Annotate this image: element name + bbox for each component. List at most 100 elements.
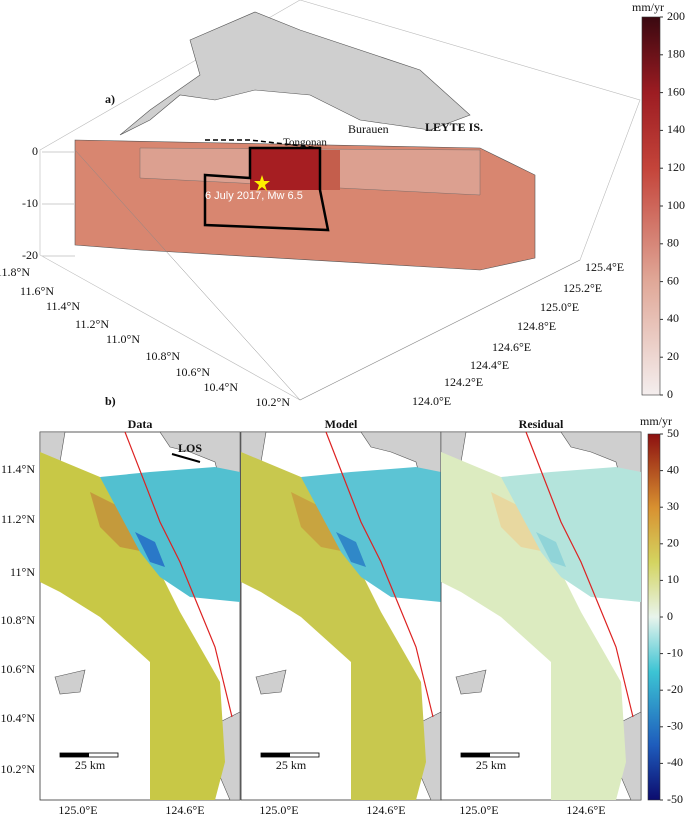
lon-tick-label: 124.6°E [165, 803, 204, 817]
lon-tick-label: 125.0°E [58, 803, 97, 817]
lat-tick-label: 11.6°N [20, 284, 54, 298]
colorbar-tick-label: 0 [667, 609, 673, 623]
insar-coverage [301, 467, 441, 602]
colorbar [641, 16, 661, 396]
lat-tick-label: 10.4°N [204, 380, 239, 394]
colorbar-tick-label: -50 [667, 792, 683, 806]
annotation: 6 July 2017, Mw 6.5 [205, 190, 303, 202]
map-title: Residual [519, 417, 564, 431]
colorbar-tick-label: 100 [667, 198, 685, 212]
insar-coverage [291, 492, 346, 552]
lat-tick-label: 10.8°N [146, 349, 181, 363]
insar-coverage [40, 452, 225, 800]
colorbar-tick-label: 20 [667, 349, 679, 363]
insar-coverage [90, 492, 145, 552]
panel-a: a) 15 Jan. 2023, Mw 4.7 Tongonan Burauen… [0, 0, 685, 409]
colorbar-ticks: -50 -40 -30 -20 -10 0 10 20 30 40 50 [660, 426, 683, 806]
insar-coverage [100, 467, 240, 602]
epicenter-star [254, 175, 270, 191]
lon-tick-label: 125.0°E [540, 300, 579, 314]
colorbar-unit: mm/yr [632, 0, 664, 14]
scalebar-label: 25 km [75, 758, 106, 772]
lon-tick-label: 124.2°E [444, 375, 483, 389]
map-title: Model [325, 417, 358, 431]
lon-tick-label: 124.6°E [366, 803, 405, 817]
depth-axis: 0 -10 -20 [22, 144, 75, 262]
colorbar-tick-label: 80 [667, 236, 679, 250]
colorbar-tick-label: 30 [667, 499, 679, 513]
lat-axis: 11.8°N 11.6°N11.4°N 11.2°N11.0°N 10.8°N 10.6… [0, 265, 290, 409]
annotation: Burauen [348, 122, 389, 136]
los-label: LOS [178, 441, 202, 455]
panel-label: a) [105, 92, 115, 106]
colorbar-tick-label: 40 [667, 311, 679, 325]
lat-tick-label: 10.4°N [1, 711, 36, 725]
scalebar [261, 753, 290, 757]
lon-axis: 125.4°E 125.2°E 125.0°E 124.8°E 124.6°E 124.4… [412, 260, 624, 408]
colorbar-tick-label: -30 [667, 719, 683, 733]
lon-tick-label: 125.0°E [259, 803, 298, 817]
map: 25 km Data LOS [39, 417, 241, 801]
colorbar [647, 433, 661, 801]
scalebar [60, 753, 89, 757]
colorbar-tick-label: 200 [667, 9, 685, 23]
scalebar-label: 25 km [476, 758, 507, 772]
maps: 25 km Data LOS 25 km Model 25 km Residual [39, 417, 642, 801]
lat-tick-label: 11.8°N [0, 265, 30, 279]
los-arrow [171, 453, 201, 463]
depth-tick-label: -10 [22, 196, 38, 210]
insar-coverage [135, 532, 165, 567]
colorbar-ticks: 0 20 40 60 80 100 120 140 160 180 200 [660, 9, 685, 401]
scalebar-label: 25 km [276, 758, 307, 772]
lon-tick-label: 124.4°E [470, 358, 509, 372]
annotation: 15 Jan. 2023, Mw 4.7 [165, 124, 270, 136]
lat-tick-label: 10.6°N [1, 662, 36, 676]
insar-coverage [501, 467, 641, 602]
colorbar-unit: mm/yr [640, 414, 672, 428]
lat-tick-label: 10.2°N [1, 762, 36, 776]
lon-tick-label: 124.6°E [492, 340, 531, 354]
map-title: Data [128, 417, 153, 431]
colorbar-tick-label: 120 [667, 160, 685, 174]
insar-coverage [336, 532, 366, 567]
insar-coverage [241, 452, 426, 800]
map: 25 km Model [240, 417, 442, 801]
lat-tick-label: 10.2°N [256, 395, 291, 409]
colorbar-tick-label: 20 [667, 536, 679, 550]
land [119, 11, 471, 136]
panel-label: b) [105, 394, 116, 408]
lat-tick-label: 10.6°N [176, 365, 211, 379]
fault-trace [124, 431, 233, 718]
colorbar-tick-label: 0 [667, 387, 673, 401]
fault-trace [525, 431, 634, 718]
lat-tick-label: 10.8°N [1, 613, 36, 627]
annotation: Tongonan [283, 137, 327, 149]
rupture-outline [203, 146, 330, 232]
map: 25 km Residual [440, 417, 642, 801]
insar-coverage [441, 452, 626, 800]
colorbar-tick-label: 160 [667, 84, 685, 98]
colorbar-tick-label: -40 [667, 755, 683, 769]
annotation: LEYTE IS. [425, 120, 483, 134]
lon-tick-label: 125.2°E [563, 281, 602, 295]
axis-line [74, 149, 301, 401]
lat-tick-label: 11.2°N [75, 317, 109, 331]
lat-tick-label: 11.4°N [1, 462, 35, 476]
lon-tick-label: 125.4°E [585, 260, 624, 274]
lat-tick-label: 11.0°N [106, 332, 140, 346]
colorbar-tick-label: 180 [667, 47, 685, 61]
depth-tick-label: -20 [22, 248, 38, 262]
lat-tick-label: 11.2°N [1, 512, 35, 526]
colorbar-tick-label: 50 [667, 426, 679, 440]
colorbar-tick-label: 60 [667, 273, 679, 287]
lat-axis: 11.4°N 11.2°N 11°N 10.8°N 10.6°N 10.4°N 10.2°N [1, 462, 36, 776]
panel-b: b) 25 km Data LOS 25 km Model 25 km Residual 1… [1, 394, 683, 817]
colorbar-tick-label: -20 [667, 682, 683, 696]
axis-line [299, 259, 581, 401]
lon-tick-label: 124.8°E [517, 319, 556, 333]
colorbar-tick-label: 40 [667, 462, 679, 476]
scalebar [461, 753, 490, 757]
colorbar-tick-label: -10 [667, 645, 683, 659]
depth-tick-label: 0 [32, 144, 38, 158]
